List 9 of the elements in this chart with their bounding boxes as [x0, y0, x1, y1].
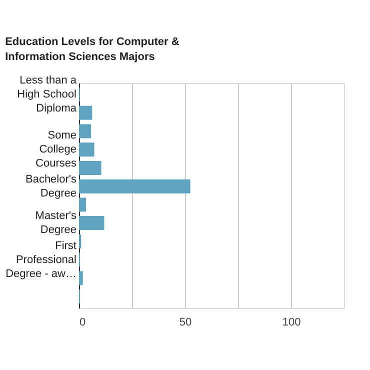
- x-tick-label: 0: [80, 316, 86, 328]
- chart-title: Education Levels for Computer & Information Sciences Majors: [5, 36, 180, 63]
- x-tick-label: 50: [179, 316, 192, 328]
- y-tick-label: Master's Degree: [35, 210, 77, 236]
- x-tick-label: 100: [282, 316, 301, 328]
- y-tick-label: Less than a High School Diploma: [17, 74, 78, 114]
- y-tick-label: Some College Courses: [36, 130, 77, 170]
- y-tick-label: First Professional Degree - aw…: [6, 240, 76, 280]
- y-tick-label: Bachelor's Degree: [25, 173, 77, 200]
